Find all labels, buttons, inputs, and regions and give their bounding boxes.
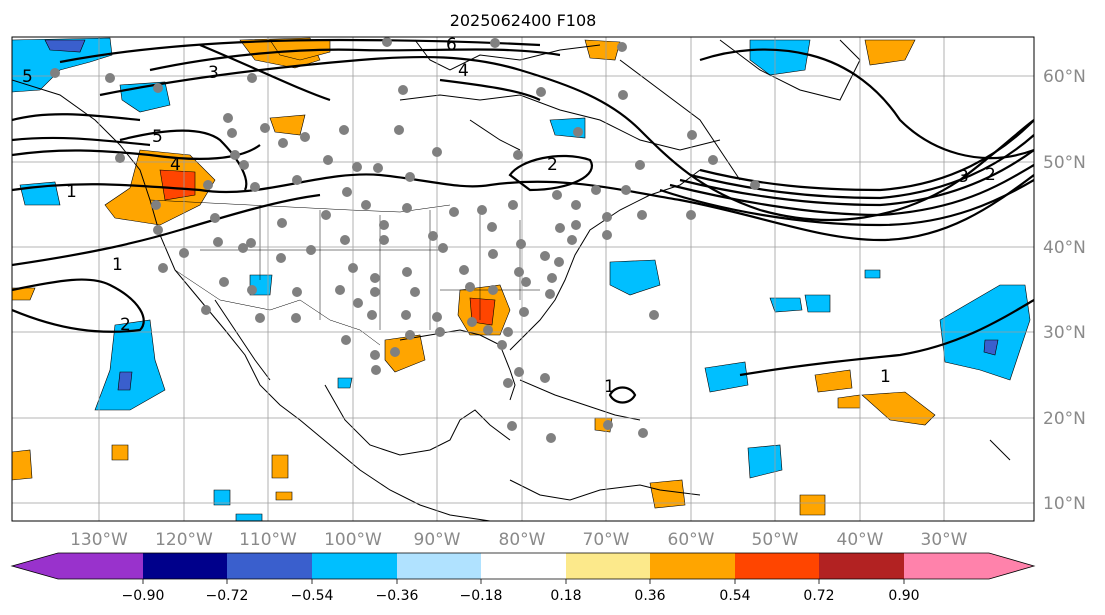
- colorbar-bin-6: [481, 553, 566, 579]
- colorbar-bin-4: [312, 553, 397, 579]
- station-markers: [50, 37, 760, 443]
- colorbar-bin-2: [143, 553, 227, 579]
- colorbar-bin-8: [650, 553, 735, 579]
- contour-label-3: 3: [208, 63, 219, 83]
- lon-label-80w: 80°W: [499, 530, 546, 550]
- colorbar-tick-2: −0.72: [206, 588, 249, 604]
- map-frame: [11, 36, 1035, 522]
- coastlines: [12, 39, 1011, 521]
- lon-label-120w: 120°W: [155, 530, 213, 550]
- longitude-labels: 130°W 120°W 110°W 100°W 90°W 80°W 70°W 6…: [70, 530, 968, 550]
- lon-label-60w: 60°W: [668, 530, 715, 550]
- colorbar-bin-7: [566, 553, 650, 579]
- figure-title: 2025062400 F108: [450, 11, 597, 30]
- contour-label-1c: 1: [880, 367, 891, 387]
- contour-label-1: 1: [66, 182, 77, 202]
- colorbar-bin-9: [735, 553, 819, 579]
- contour-label-2b: 2: [120, 315, 131, 335]
- colorbar-tick-1: −0.90: [122, 588, 165, 604]
- colorbar-bin-10: [819, 553, 904, 579]
- colorbar-tick-3: −0.54: [291, 588, 334, 604]
- contours: [12, 38, 1034, 404]
- colorbar-min-extend: [12, 553, 58, 579]
- colorbar-tick-4: −0.36: [376, 588, 419, 604]
- lon-label-130w: 130°W: [70, 530, 128, 550]
- lon-label-70w: 70°W: [583, 530, 630, 550]
- lat-label-50n: 50°N: [1043, 153, 1086, 173]
- contour-label-6: 6: [446, 35, 457, 55]
- contour-label-5b: 5: [152, 127, 163, 147]
- graticule: [12, 37, 1034, 521]
- lon-label-100w: 100°W: [324, 530, 382, 550]
- colorbar: −0.90 −0.72 −0.54 −0.36 −0.18 0.18 0.36 …: [10, 552, 1036, 604]
- colorbar-max-extend: [989, 553, 1034, 579]
- lon-label-40w: 40°W: [837, 530, 884, 550]
- colorbar-tick-10: 0.90: [888, 588, 919, 604]
- lon-label-110w: 110°W: [239, 530, 297, 550]
- map-panel: 6 5 5 4 4 3 3 2 2 2 1 1 1 1: [12, 35, 1034, 521]
- contour-label-1b: 1: [112, 255, 123, 275]
- contour-label-5: 5: [22, 67, 33, 87]
- contour-label-4b: 4: [170, 155, 181, 175]
- lat-label-40n: 40°N: [1043, 238, 1086, 258]
- colorbar-bin-1: [58, 553, 143, 579]
- colorbar-bin-11: [904, 553, 989, 579]
- colorbar-bin-3: [227, 553, 312, 579]
- colorbar-tick-5: −0.18: [460, 588, 503, 604]
- contour-labels: 6 5 5 4 4 3 3 2 2 2 1 1 1 1: [22, 35, 996, 397]
- colorbar-tick-6: 0.18: [550, 588, 581, 604]
- lat-label-60n: 60°N: [1043, 67, 1086, 87]
- lon-label-30w: 30°W: [921, 530, 968, 550]
- contour-label-3b: 3: [958, 167, 969, 187]
- contour-label-2: 2: [547, 155, 558, 175]
- lon-label-50w: 50°W: [752, 530, 799, 550]
- lat-label-30n: 30°N: [1043, 323, 1086, 343]
- colorbar-bin-5: [397, 553, 481, 579]
- colorbar-tick-9: 0.72: [803, 588, 834, 604]
- lon-label-90w: 90°W: [414, 530, 461, 550]
- contour-label-4: 4: [458, 61, 469, 81]
- contour-label-2c: 2: [985, 165, 996, 185]
- lat-label-10n: 10°N: [1043, 494, 1086, 514]
- lat-label-20n: 20°N: [1043, 409, 1086, 429]
- colorbar-tick-8: 0.54: [719, 588, 750, 604]
- political-borders: [149, 199, 540, 346]
- latitude-labels: 60°N 50°N 40°N 30°N 20°N 10°N: [1043, 67, 1086, 514]
- colorbar-tick-7: 0.36: [634, 588, 665, 604]
- contour-label-1d: 1: [604, 377, 615, 397]
